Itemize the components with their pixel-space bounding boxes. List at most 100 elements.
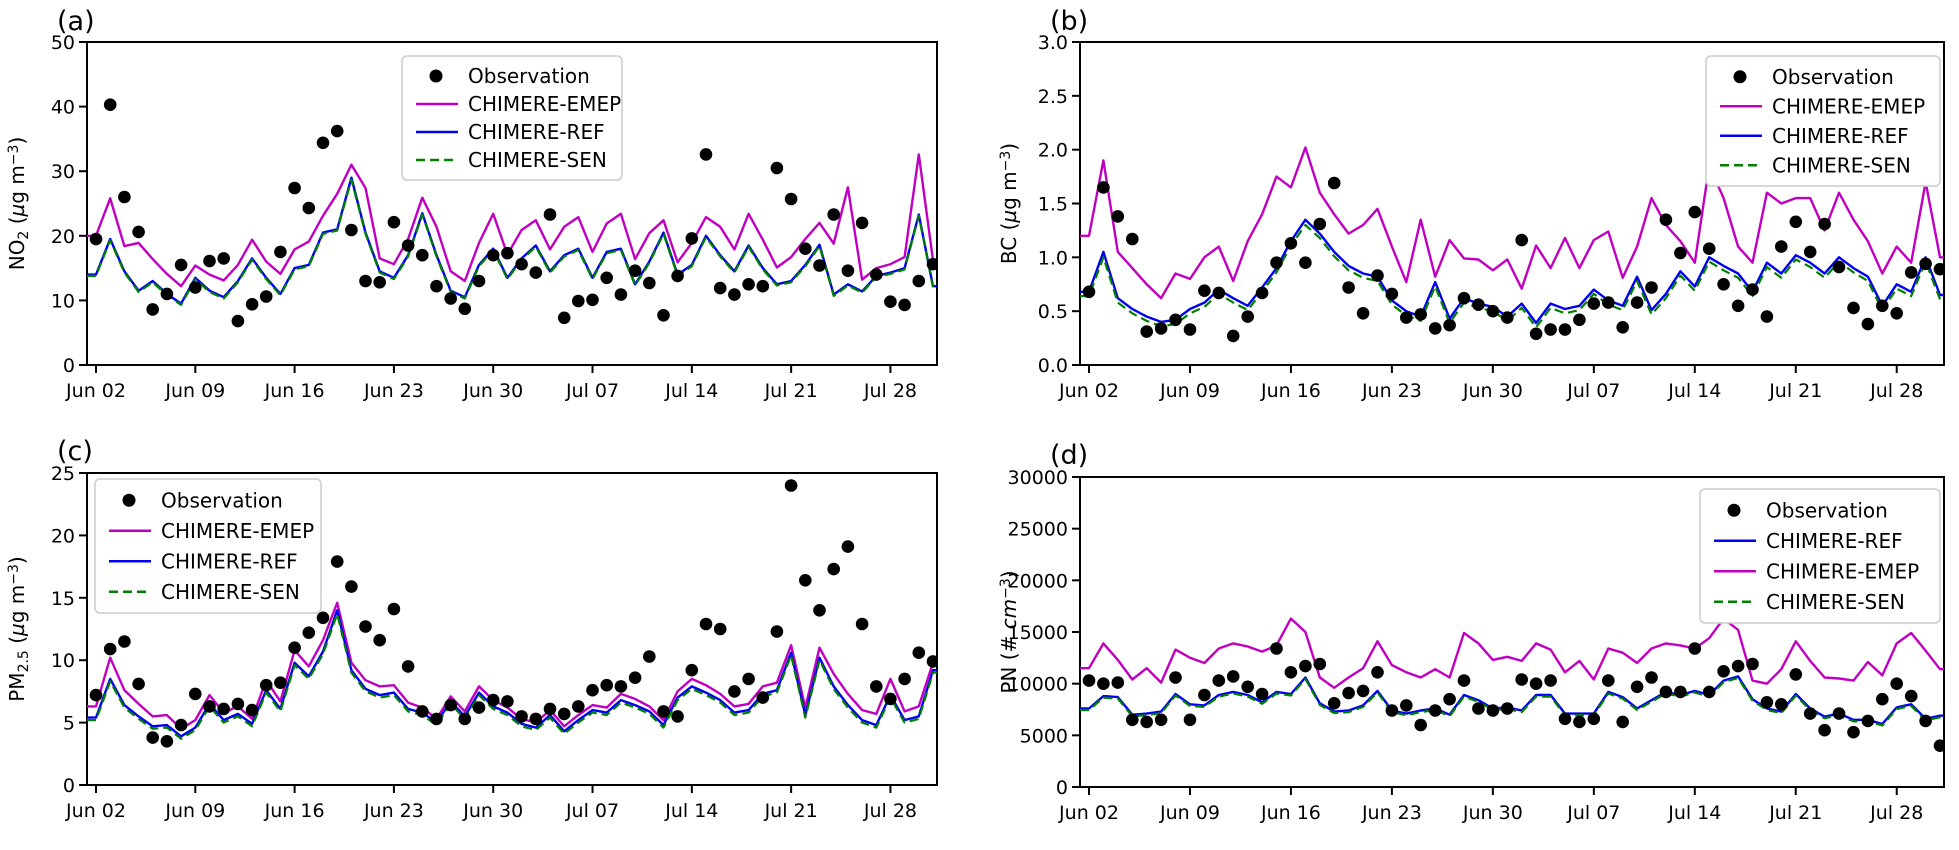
observation-point	[728, 685, 741, 698]
observation-point	[330, 555, 344, 568]
x-tick-label: Jul 07	[1566, 380, 1620, 402]
observation-point	[1630, 296, 1644, 309]
observation-point	[557, 707, 571, 721]
x-tick-label: Jun 16	[264, 800, 325, 822]
observation-point	[231, 314, 245, 328]
legend-label-chimere-sen: CHIMERE-SEN	[161, 580, 300, 604]
observation-point	[1140, 325, 1153, 338]
observation-point	[841, 540, 855, 553]
observation-point	[1876, 692, 1889, 706]
observation-point	[1284, 666, 1298, 679]
observation-point	[1140, 715, 1153, 729]
y-tick-label: 1.5	[1038, 194, 1068, 216]
observation-point	[160, 287, 174, 301]
observation-point	[799, 574, 812, 587]
observation-point	[1789, 668, 1803, 681]
observation-point	[628, 671, 642, 684]
observation-point	[1529, 677, 1543, 690]
x-tick-label: Jul 28	[863, 380, 917, 402]
observation-point	[1226, 329, 1240, 343]
observation-point	[713, 622, 727, 636]
y-tick-label: 10	[51, 290, 75, 312]
observation-point	[401, 660, 415, 673]
observation-point	[813, 259, 826, 272]
observation-point	[742, 672, 755, 686]
observation-point	[1645, 281, 1658, 294]
observation-point	[1457, 291, 1471, 305]
panel-d: 0 5000 10000 15000 20000 25000 30000 Jun 02 Jun …	[997, 467, 1945, 824]
observation-point	[1803, 707, 1817, 720]
observation-point	[1342, 686, 1355, 700]
observation-point	[657, 309, 670, 322]
y-tick-label: 20	[51, 226, 75, 248]
y-tick-label: 0.0	[1038, 355, 1068, 377]
legend-box-c	[94, 478, 322, 614]
observation-point	[1342, 281, 1355, 294]
observation-point	[572, 700, 585, 713]
observation-point	[146, 303, 159, 316]
observation-point	[373, 633, 387, 647]
observation-point	[1630, 680, 1644, 694]
y-tick-label: 0	[1056, 777, 1068, 799]
legend-label-observation: Observation	[161, 488, 283, 512]
axes-box-a	[86, 41, 938, 366]
x-tick-label: Jun 16	[1260, 802, 1321, 824]
observation-point	[1659, 213, 1673, 226]
observation-point	[884, 295, 897, 309]
panel-c: 0 5 10 15 20 25 Jun 02 Jun 09 Jun 16 Jun 23 Jun 30…	[5, 463, 938, 822]
observation-point	[217, 702, 230, 716]
y-tick-label: 2.5	[1038, 86, 1068, 108]
observation-point	[1327, 697, 1341, 710]
observation-point	[728, 288, 741, 301]
legend-label-chimere-ref: CHIMERE-REF	[468, 120, 605, 144]
observation-point	[1501, 702, 1514, 715]
observation-point	[1198, 284, 1211, 298]
observation-point	[713, 281, 727, 295]
observation-point	[1818, 723, 1831, 737]
x-tick-label: Jul 07	[565, 380, 619, 402]
x-tick-label: Jul 21	[1768, 380, 1822, 402]
x-tick-label: Jun 23	[1361, 380, 1422, 402]
observation-point	[345, 223, 358, 237]
observation-point	[557, 311, 571, 325]
x-tick-label: Jun 09	[1159, 802, 1220, 824]
observation-point	[543, 208, 557, 221]
observation-point	[132, 677, 145, 691]
series-chimere-sen-line	[87, 178, 937, 306]
observation-point	[1299, 659, 1312, 673]
y-axis-label-b: BC (µg m−3)	[997, 143, 1021, 264]
observation-point	[1255, 687, 1269, 701]
observation-point	[189, 281, 202, 294]
observation-point	[628, 264, 642, 278]
legend-label-observation: Observation	[468, 64, 590, 88]
observation-point	[1126, 232, 1139, 246]
y-tick-label: 0	[63, 355, 75, 377]
observation-point	[1746, 283, 1759, 296]
observation-point	[1573, 313, 1586, 327]
y-tick-label: 25	[51, 463, 75, 485]
legend-label-chimere-emep: CHIMERE-EMEP	[1766, 559, 1919, 583]
observation-point	[1789, 215, 1803, 229]
x-tick-label: Jun 09	[1159, 380, 1220, 402]
y-tick-label: 40	[51, 97, 75, 119]
x-tick-label: Jul 14	[1667, 380, 1721, 402]
observation-point	[1602, 674, 1615, 687]
observation-point	[288, 641, 301, 654]
observation-point	[1385, 287, 1399, 301]
observation-point	[1760, 310, 1774, 323]
x-tick-label: Jun 30	[1462, 380, 1523, 402]
x-tick-label: Jun 02	[65, 380, 126, 402]
observation-point	[699, 617, 713, 631]
x-tick-label: Jul 21	[764, 380, 818, 402]
observation-point	[1890, 307, 1903, 320]
y-tick-label: 3.0	[1038, 32, 1068, 54]
axes-box-c	[86, 472, 938, 786]
observation-point	[813, 604, 826, 617]
observation-point	[1198, 688, 1211, 702]
legend-label-chimere-sen: CHIMERE-SEN	[1772, 153, 1911, 177]
observation-point	[1472, 298, 1485, 312]
y-axis-label-a: NO2 (µg m−3)	[5, 137, 32, 271]
observation-point	[1255, 286, 1269, 300]
observation-point	[1183, 323, 1197, 336]
observation-point	[1775, 698, 1788, 711]
